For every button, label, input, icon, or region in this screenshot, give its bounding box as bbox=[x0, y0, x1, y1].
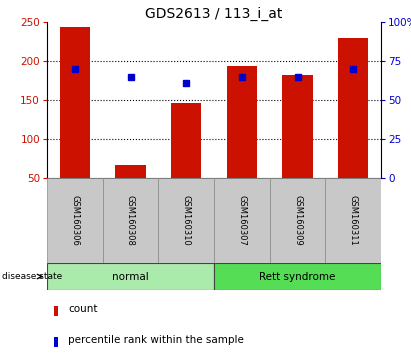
Text: normal: normal bbox=[112, 272, 149, 281]
Bar bbox=[171, 103, 201, 178]
Text: GSM160310: GSM160310 bbox=[182, 195, 191, 246]
Bar bbox=[214, 178, 270, 263]
Bar bbox=[326, 178, 381, 263]
Text: GSM160311: GSM160311 bbox=[349, 195, 358, 246]
Bar bbox=[226, 66, 257, 178]
Bar bbox=[103, 178, 158, 263]
Text: GSM160309: GSM160309 bbox=[293, 195, 302, 246]
Text: count: count bbox=[68, 304, 97, 314]
Bar bbox=[158, 178, 214, 263]
Bar bbox=[54, 306, 58, 315]
Bar bbox=[270, 178, 326, 263]
Bar bbox=[338, 38, 369, 178]
Bar bbox=[47, 263, 214, 290]
Bar bbox=[47, 178, 103, 263]
Bar bbox=[60, 27, 90, 178]
Text: GSM160307: GSM160307 bbox=[237, 195, 246, 246]
Bar bbox=[54, 337, 58, 347]
Text: percentile rank within the sample: percentile rank within the sample bbox=[68, 335, 244, 346]
Bar bbox=[214, 263, 381, 290]
Bar bbox=[282, 75, 313, 178]
Bar bbox=[115, 165, 146, 178]
Text: disease state: disease state bbox=[2, 272, 62, 281]
Text: GSM160308: GSM160308 bbox=[126, 195, 135, 246]
Text: GSM160306: GSM160306 bbox=[70, 195, 79, 246]
Text: Rett syndrome: Rett syndrome bbox=[259, 272, 336, 281]
Title: GDS2613 / 113_i_at: GDS2613 / 113_i_at bbox=[145, 7, 283, 21]
